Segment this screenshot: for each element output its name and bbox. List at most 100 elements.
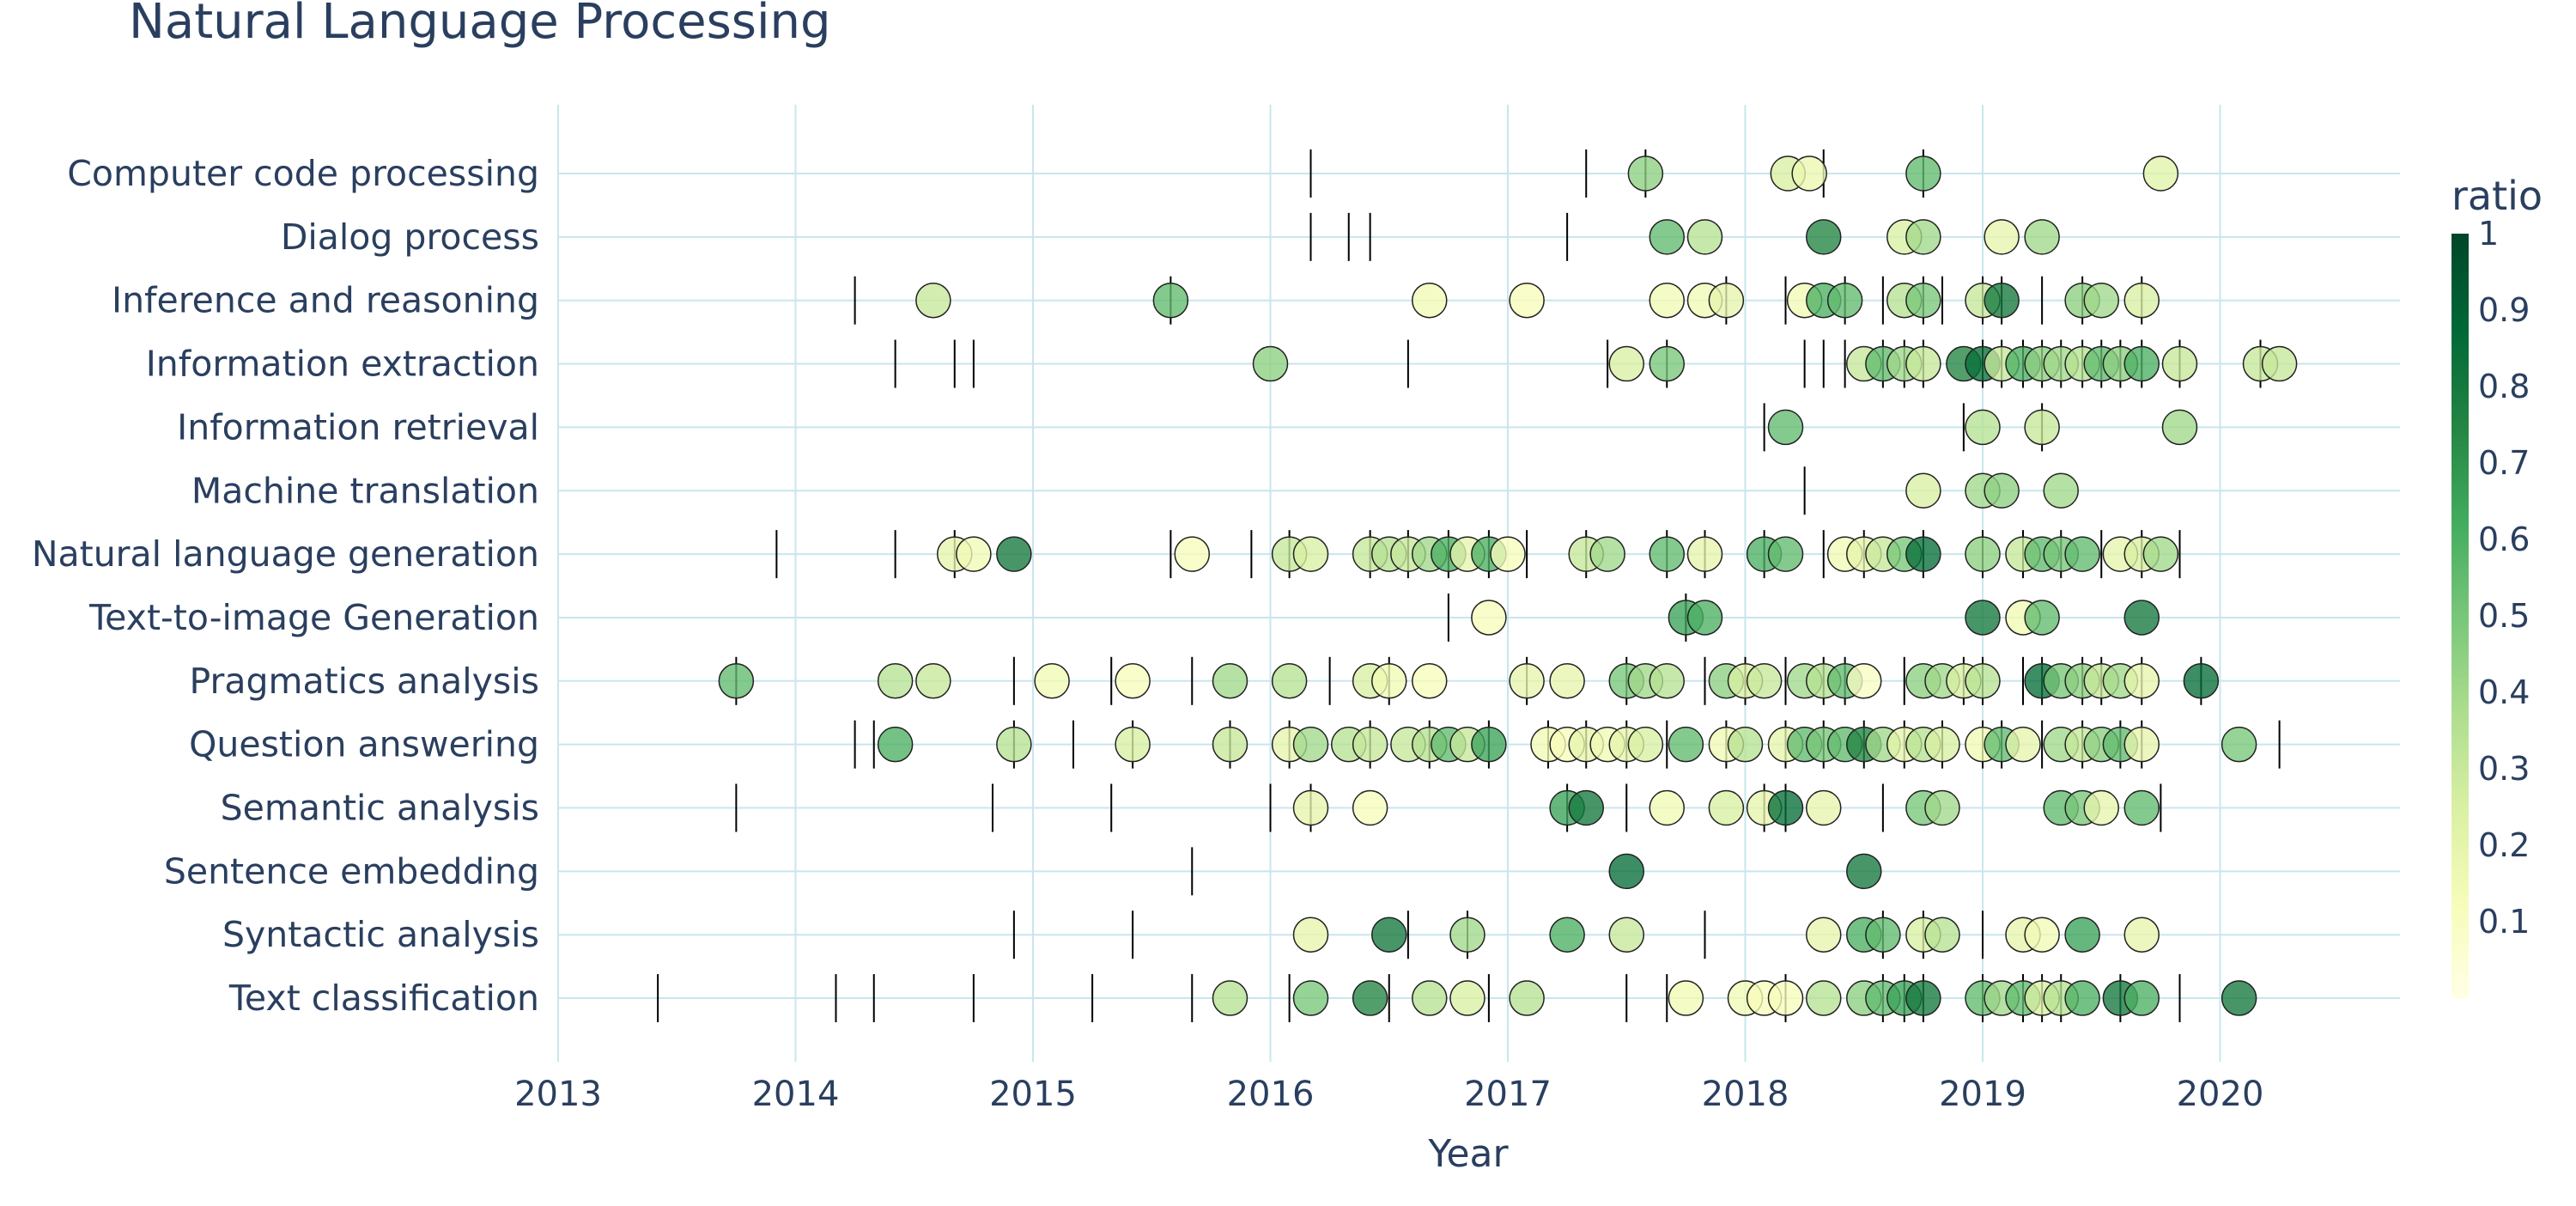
data-point	[1826, 282, 1863, 319]
data-point	[1271, 663, 1308, 699]
data-point	[2024, 600, 2060, 636]
data-point	[1924, 789, 1960, 826]
chart-title: Natural Language Processing	[129, 0, 831, 50]
data-point	[2142, 536, 2179, 572]
data-point	[2083, 282, 2119, 319]
data-point	[2261, 345, 2298, 382]
data-point	[2064, 980, 2100, 1016]
data-point	[1965, 409, 2001, 446]
data-point	[1746, 663, 1783, 699]
data-point	[1767, 980, 1804, 1016]
event-ticks	[657, 149, 2281, 1023]
data-point	[1608, 853, 1644, 890]
data-point	[1549, 663, 1585, 699]
data-point	[2123, 282, 2160, 319]
y-category-label: Information extraction	[146, 344, 539, 385]
data-point	[1627, 155, 1664, 192]
data-point	[1292, 980, 1329, 1016]
data-point	[956, 536, 992, 572]
data-point	[1905, 345, 1941, 382]
y-category-label: Question answering	[189, 724, 539, 765]
data-point	[1727, 726, 1764, 763]
data-point	[1767, 789, 1804, 826]
data-point	[1649, 663, 1686, 699]
data-point	[2142, 155, 2179, 192]
data-point	[1568, 789, 1604, 826]
data-point	[1708, 789, 1745, 826]
data-point	[1686, 536, 1723, 572]
data-point	[2123, 726, 2160, 763]
data-point	[1509, 282, 1545, 319]
data-point	[1152, 282, 1189, 319]
data-point	[1649, 536, 1686, 572]
data-point	[1115, 663, 1151, 699]
y-category-label: Dialog process	[281, 216, 539, 258]
y-category-label: Pragmatics analysis	[190, 661, 539, 702]
data-point	[1805, 219, 1842, 255]
data-point	[2043, 472, 2079, 509]
data-point	[1549, 917, 1585, 953]
data-point	[1686, 600, 1723, 636]
data-point	[1034, 663, 1070, 699]
y-category-label: Inference and reasoning	[112, 280, 539, 321]
data-point	[1608, 345, 1644, 382]
data-point	[2064, 917, 2100, 953]
data-point	[1371, 663, 1407, 699]
data-point	[1352, 789, 1388, 826]
colorbar-tick-label: 0.2	[2478, 826, 2530, 864]
x-tick-label: 2013	[514, 1075, 602, 1114]
data-point	[1292, 917, 1329, 953]
data-point	[1686, 219, 1723, 255]
data-point	[1509, 980, 1545, 1016]
colorbar-gradient	[2451, 234, 2469, 998]
y-category-label: Semantic analysis	[221, 788, 539, 829]
data-point	[1668, 980, 1704, 1016]
data-point	[1767, 536, 1804, 572]
data-point	[1708, 282, 1745, 319]
data-point	[1412, 282, 1448, 319]
data-point	[2024, 219, 2060, 255]
data-point	[1490, 536, 1526, 572]
y-category-label: Computer code processing	[67, 153, 539, 194]
x-tick-label: 2015	[989, 1075, 1077, 1114]
data-point	[2161, 409, 2198, 446]
data-point	[1905, 282, 1941, 319]
data-point	[996, 726, 1032, 763]
colorbar-tick-label: 0.9	[2478, 291, 2530, 329]
data-point	[1965, 600, 2001, 636]
y-category-label: Natural language generation	[32, 533, 539, 575]
data-point	[2005, 726, 2041, 763]
data-point	[1471, 726, 1507, 763]
x-tick-label: 2020	[2177, 1075, 2264, 1114]
data-point	[1805, 789, 1842, 826]
data-point	[1905, 155, 1941, 192]
data-point	[1449, 917, 1485, 953]
x-axis-labels: 2013 2014 2015 2016 2017 2018 2019 2020	[514, 1075, 2263, 1114]
data-point	[1805, 980, 1842, 1016]
data-point	[718, 663, 755, 699]
data-point	[996, 536, 1032, 572]
colorbar-tick-label: 0.4	[2478, 673, 2530, 711]
data-point	[2123, 345, 2160, 382]
data-point	[1449, 980, 1485, 1016]
data-point	[1412, 980, 1448, 1016]
data-point	[1292, 789, 1329, 826]
y-category-label: Sentence embedding	[164, 850, 539, 892]
data-point	[915, 663, 951, 699]
data-point	[1924, 726, 1960, 763]
data-point	[1905, 536, 1941, 572]
x-tick-label: 2014	[752, 1075, 840, 1114]
y-category-label: Text classification	[228, 978, 539, 1019]
data-point	[2024, 409, 2060, 446]
data-point	[1846, 853, 1882, 890]
data-points	[718, 155, 2298, 1016]
data-point	[1965, 663, 2001, 699]
data-point	[877, 663, 914, 699]
colorbar-tick-label: 0.8	[2478, 368, 2530, 405]
data-point	[1115, 726, 1151, 763]
data-point	[1292, 536, 1329, 572]
data-point	[2161, 345, 2198, 382]
data-point	[2123, 600, 2160, 636]
data-point	[915, 282, 951, 319]
